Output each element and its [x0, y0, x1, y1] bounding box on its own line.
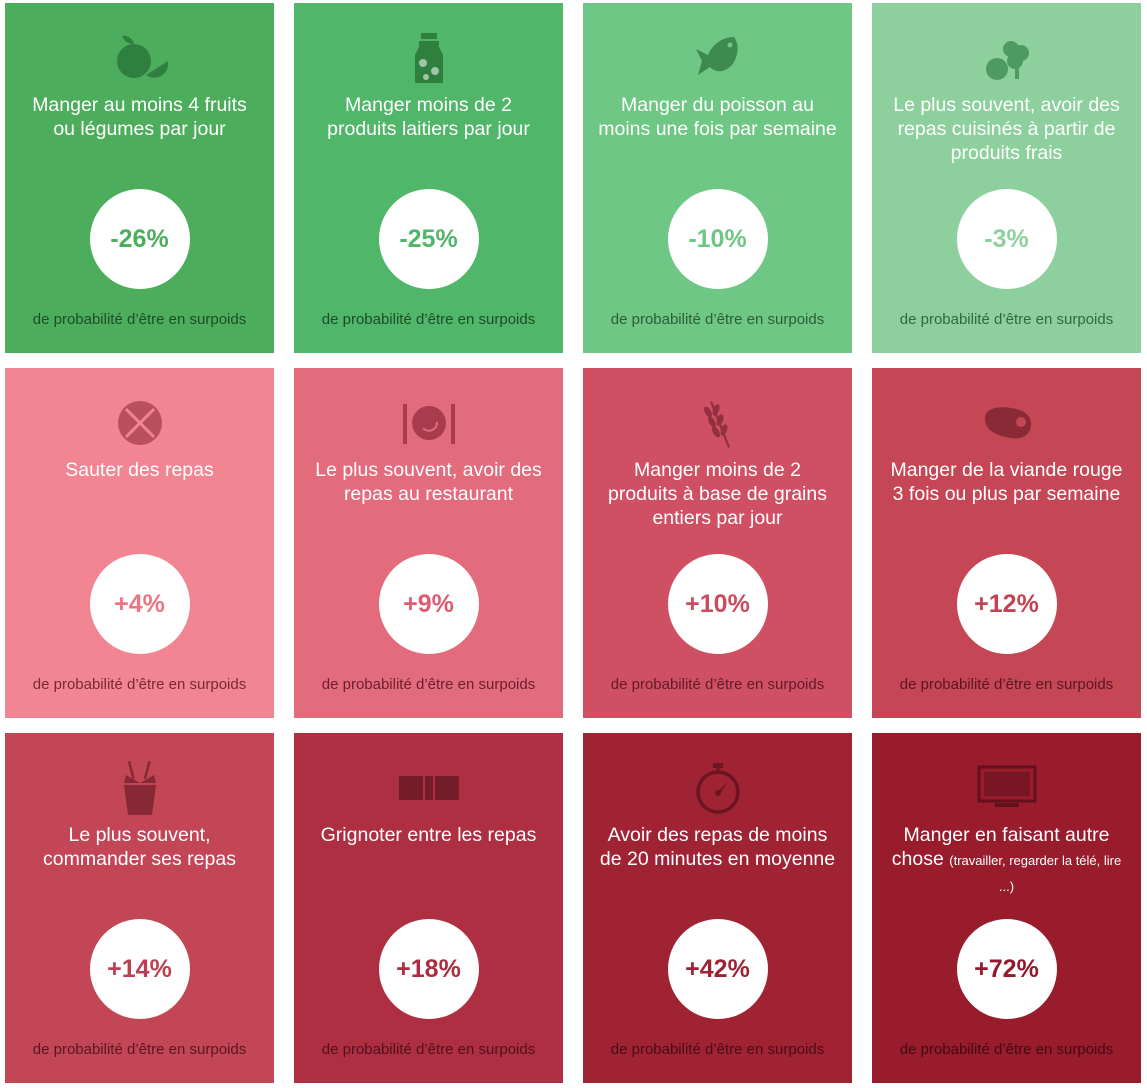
- probability-caption: de probabilité d’être en surpoids: [321, 1041, 536, 1058]
- habit-title: Manger moins de 2 produits laitiers par …: [327, 94, 530, 140]
- probability-caption: de probabilité d’être en surpoids: [321, 311, 536, 328]
- probability-caption: de probabilité d’être en surpoids: [899, 676, 1114, 693]
- probability-badge: +12%: [956, 554, 1057, 654]
- steak-icon: [872, 396, 1141, 450]
- habit-title: Sauter des repas: [65, 459, 214, 481]
- habit-title: Le plus souvent, avoir des repas cuisiné…: [893, 94, 1120, 164]
- habit-title: Le plus souvent, commander ses repas: [43, 824, 236, 870]
- probability-caption: de probabilité d’être en surpoids: [32, 311, 247, 328]
- probability-badge: +72%: [956, 919, 1057, 1019]
- fish-icon: [583, 31, 852, 85]
- habit-card: Sauter des repas +4% de probabilité d’êt…: [5, 368, 274, 718]
- probability-badge: +14%: [89, 919, 190, 1019]
- probability-badge: +9%: [378, 554, 479, 654]
- habit-title: Manger moins de 2 produits à base de gra…: [608, 459, 827, 529]
- plate-cutlery-icon: [294, 396, 563, 450]
- probability-badge: +4%: [89, 554, 190, 654]
- habit-card: Manger du poisson au moins une fois par …: [583, 3, 852, 353]
- vegetables-icon: [872, 31, 1141, 85]
- habit-card: Le plus souvent, commander ses repas +14…: [5, 733, 274, 1083]
- habit-card: Le plus souvent, avoir des repas au rest…: [294, 368, 563, 718]
- probability-caption: de probabilité d’être en surpoids: [610, 1041, 825, 1058]
- habit-card: Manger moins de 2 produits à base de gra…: [583, 368, 852, 718]
- probability-caption: de probabilité d’être en surpoids: [32, 676, 247, 693]
- wheat-icon: [583, 396, 852, 450]
- probability-badge: -10%: [667, 189, 768, 289]
- milk-carton-icon: [294, 31, 563, 85]
- habit-title: Le plus souvent, avoir des repas au rest…: [315, 459, 542, 505]
- probability-badge: +42%: [667, 919, 768, 1019]
- probability-caption: de probabilité d’être en surpoids: [899, 1041, 1114, 1058]
- habit-title: Manger au moins 4 fruits ou légumes par …: [32, 94, 247, 140]
- stopwatch-icon: [583, 761, 852, 815]
- probability-caption: de probabilité d’être en surpoids: [321, 676, 536, 693]
- habit-title: Manger de la viande rouge 3 fois ou plus…: [890, 459, 1123, 505]
- snack-bar-icon: [294, 761, 563, 815]
- tv-icon: [872, 761, 1141, 815]
- orange-icon: [5, 31, 274, 85]
- probability-badge: +18%: [378, 919, 479, 1019]
- probability-badge: -26%: [89, 189, 190, 289]
- habit-card: Grignoter entre les repas +18% de probab…: [294, 733, 563, 1083]
- habit-card: Manger de la viande rouge 3 fois ou plus…: [872, 368, 1141, 718]
- habit-title: Avoir des repas de moins de 20 minutes e…: [599, 824, 836, 870]
- takeout-box-icon: [5, 761, 274, 815]
- habit-title: Grignoter entre les repas: [320, 824, 537, 846]
- habit-title: Manger du poisson au moins une fois par …: [598, 94, 837, 140]
- probability-caption: de probabilité d’être en surpoids: [610, 311, 825, 328]
- probability-caption: de probabilité d’être en surpoids: [32, 1041, 247, 1058]
- habit-card: Manger au moins 4 fruits ou légumes par …: [5, 3, 274, 353]
- probability-caption: de probabilité d’être en surpoids: [610, 676, 825, 693]
- habit-card: Le plus souvent, avoir des repas cuisiné…: [872, 3, 1141, 353]
- habit-title: Manger en faisant autre chose (travaille…: [891, 824, 1122, 894]
- habit-card: Manger moins de 2 produits laitiers par …: [294, 3, 563, 353]
- no-meal-icon: [5, 396, 274, 450]
- probability-badge: +10%: [667, 554, 768, 654]
- probability-badge: -3%: [956, 189, 1057, 289]
- probability-caption: de probabilité d’être en surpoids: [899, 311, 1114, 328]
- habit-card: Avoir des repas de moins de 20 minutes e…: [583, 733, 852, 1083]
- probability-badge: -25%: [378, 189, 479, 289]
- habit-card: Manger en faisant autre chose (travaille…: [872, 733, 1141, 1083]
